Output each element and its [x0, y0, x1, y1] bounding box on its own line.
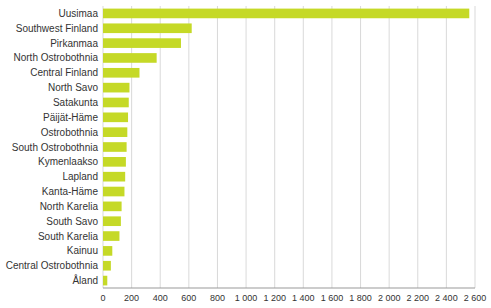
category-label: South Ostrobothnia — [12, 142, 99, 153]
grid-line — [331, 6, 332, 288]
bar — [103, 9, 469, 19]
bar — [103, 53, 157, 63]
x-tick-label: 2 400 — [435, 293, 458, 303]
grid-line — [389, 6, 390, 288]
x-tick-label: 400 — [153, 293, 168, 303]
bar — [103, 83, 129, 93]
chart: 0 200 400 600 800 1 000 1 200 1 400 1 600 1 800 2 … — [0, 0, 491, 308]
x-tick-label: 600 — [181, 293, 196, 303]
category-label: South Savo — [46, 216, 98, 227]
grid-line — [188, 6, 189, 288]
category-label: North Ostrobothnia — [14, 52, 99, 63]
category-label: Lapland — [62, 171, 98, 182]
x-tick-label: 2 200 — [407, 293, 430, 303]
bar — [103, 112, 128, 122]
x-axis-line — [103, 288, 475, 289]
grid-line — [475, 6, 476, 288]
x-tick-label: 1 200 — [263, 293, 286, 303]
x-tick-label: 0 — [100, 293, 105, 303]
grid — [103, 6, 475, 288]
grid-line — [160, 6, 161, 288]
bars — [103, 9, 469, 286]
category-label: Åland — [72, 274, 98, 286]
category-label: Central Finland — [30, 67, 98, 78]
x-tick-label: 1 400 — [292, 293, 315, 303]
bar — [103, 157, 126, 167]
grid-line — [131, 6, 132, 288]
bar — [103, 216, 121, 226]
bar — [103, 202, 122, 212]
x-tick-label: 200 — [124, 293, 139, 303]
category-label: Southwest Finland — [16, 23, 98, 34]
bar — [103, 127, 127, 137]
bar — [103, 68, 139, 78]
x-tick-label: 1 000 — [235, 293, 258, 303]
x-tick-label: 1 800 — [349, 293, 372, 303]
grid-line — [274, 6, 275, 288]
category-label: Pirkanmaa — [50, 38, 98, 49]
category-label: South Karelia — [38, 231, 98, 242]
bar — [103, 246, 112, 256]
bar — [103, 142, 127, 152]
category-label: North Savo — [48, 82, 98, 93]
grid-line — [360, 6, 361, 288]
category-label: Kanta-Häme — [42, 186, 99, 197]
category-label: Päijät-Häme — [43, 112, 98, 123]
grid-line — [246, 6, 247, 288]
bar — [103, 187, 124, 197]
category-label: Uusimaa — [59, 8, 99, 19]
bar — [103, 231, 119, 241]
x-tick-label: 2 000 — [378, 293, 401, 303]
category-label: Kainuu — [67, 245, 98, 256]
bar — [103, 172, 125, 182]
x-tick-label: 2 600 — [464, 293, 487, 303]
bar — [103, 98, 129, 108]
bar — [103, 276, 107, 286]
bar — [103, 23, 192, 33]
category-label: Satakunta — [53, 97, 98, 108]
grid-line — [417, 6, 418, 288]
x-ticks: 0 200 400 600 800 1 000 1 200 1 400 1 600 1 800 2 … — [100, 293, 486, 303]
category-label: Ostrobothnia — [41, 127, 99, 138]
x-tick-label: 1 600 — [321, 293, 344, 303]
grid-line — [303, 6, 304, 288]
bar — [103, 38, 181, 48]
category-label: Kymenlaakso — [38, 156, 98, 167]
category-label: Central Ostrobothnia — [6, 260, 99, 271]
bar — [103, 261, 111, 271]
grid-line — [217, 6, 218, 288]
y-tick-labels: Uusimaa Southwest Finland Pirkanmaa North O… — [6, 8, 99, 286]
grid-line — [446, 6, 447, 288]
x-tick-label: 800 — [210, 293, 225, 303]
category-label: North Karelia — [40, 201, 99, 212]
